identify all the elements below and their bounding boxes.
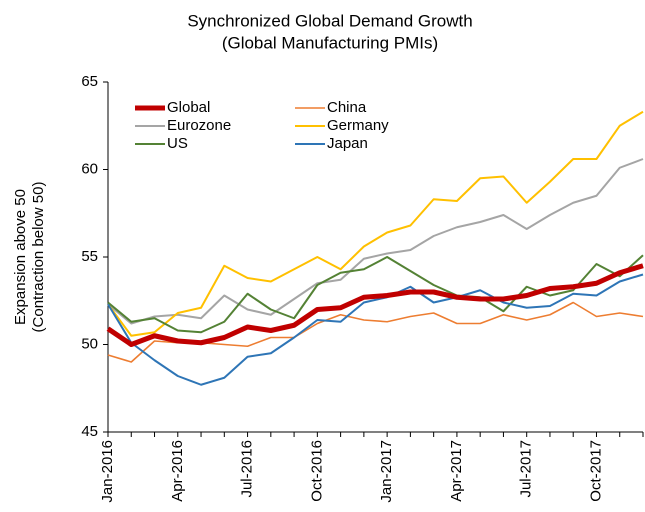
y-tick-label: 45 <box>81 423 98 440</box>
y-axis-label-line: Expansion above 50 <box>12 189 29 325</box>
x-tick-label: Oct-2017 <box>587 440 604 502</box>
x-tick-label: Jan-2016 <box>99 440 116 503</box>
series-line <box>107 273 644 386</box>
series-line <box>107 158 644 325</box>
chart-subtitle: (Global Manufacturing PMIs) <box>222 33 438 52</box>
legend-label: Eurozone <box>167 117 231 134</box>
legend-label: Global <box>167 99 210 116</box>
chart-title: Synchronized Global Demand Growth <box>187 11 472 30</box>
series-line <box>107 110 644 337</box>
series-line <box>106 263 644 347</box>
y-axis-label-line: (Contraction below 50) <box>30 182 47 333</box>
series-line <box>107 254 644 334</box>
legend-label: China <box>327 99 367 116</box>
x-tick-label: Apr-2016 <box>169 440 186 502</box>
y-tick-label: 55 <box>81 248 98 265</box>
y-tick-label: 50 <box>81 335 98 352</box>
x-tick-label: Jan-2017 <box>378 440 395 503</box>
legend-label: US <box>167 135 188 152</box>
x-tick-label: Jul-2016 <box>239 440 256 498</box>
legend: Global China Eurozone Germany US Japan <box>135 99 389 152</box>
x-tick-label: Oct-2016 <box>308 440 325 502</box>
y-tick-label: 60 <box>81 160 98 177</box>
x-tick-label: Apr-2017 <box>448 440 465 502</box>
legend-label: Germany <box>327 117 389 134</box>
y-tick-label: 65 <box>81 73 98 90</box>
legend-label: Japan <box>327 135 368 152</box>
y-axis-label: Expansion above 50 (Contraction below 50… <box>12 182 47 333</box>
x-tick-label: Jul-2017 <box>518 440 535 498</box>
